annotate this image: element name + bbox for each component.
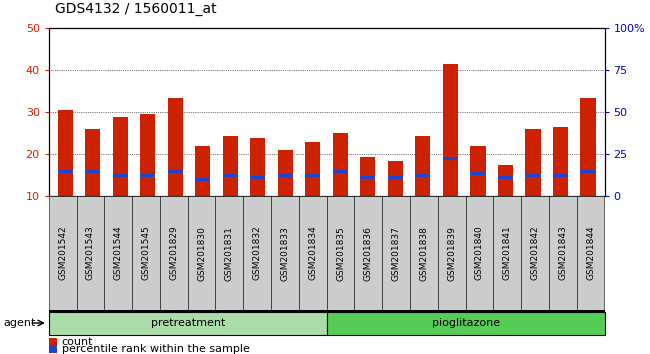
Bar xyxy=(168,98,183,196)
Text: GSM201842: GSM201842 xyxy=(530,226,540,280)
Bar xyxy=(388,176,403,179)
Text: GSM201832: GSM201832 xyxy=(253,226,262,280)
Text: GSM201841: GSM201841 xyxy=(502,226,512,280)
Text: percentile rank within the sample: percentile rank within the sample xyxy=(62,344,250,354)
Text: GSM201833: GSM201833 xyxy=(280,225,289,281)
Bar xyxy=(85,170,100,173)
Bar xyxy=(333,170,348,173)
Text: GSM201837: GSM201837 xyxy=(391,225,400,281)
Bar xyxy=(195,178,211,181)
Bar xyxy=(250,176,265,179)
Bar xyxy=(580,98,595,196)
Bar xyxy=(498,165,513,196)
Bar xyxy=(140,114,155,196)
Bar xyxy=(85,129,100,196)
Text: GSM201838: GSM201838 xyxy=(419,225,428,281)
Bar xyxy=(140,174,155,177)
Bar xyxy=(525,174,541,177)
Bar xyxy=(278,150,293,196)
Bar xyxy=(250,138,265,196)
Text: GSM201543: GSM201543 xyxy=(86,226,95,280)
Bar xyxy=(306,174,320,177)
Bar xyxy=(471,172,486,175)
Text: GSM201542: GSM201542 xyxy=(58,226,67,280)
Text: GSM201843: GSM201843 xyxy=(558,226,567,280)
Bar xyxy=(553,127,568,196)
Bar xyxy=(333,133,348,196)
Bar xyxy=(112,174,128,177)
Bar xyxy=(360,156,376,196)
Bar xyxy=(553,174,568,177)
Bar xyxy=(525,129,541,196)
Bar xyxy=(195,146,211,196)
Bar xyxy=(223,136,238,196)
Bar xyxy=(443,157,458,160)
Bar xyxy=(58,170,73,173)
Text: GSM201545: GSM201545 xyxy=(142,226,151,280)
Bar xyxy=(388,161,403,196)
Text: GSM201844: GSM201844 xyxy=(586,226,595,280)
Text: GSM201830: GSM201830 xyxy=(197,225,206,281)
Text: GSM201834: GSM201834 xyxy=(308,226,317,280)
Text: GSM201831: GSM201831 xyxy=(225,225,234,281)
Text: GSM201836: GSM201836 xyxy=(364,225,373,281)
Text: GDS4132 / 1560011_at: GDS4132 / 1560011_at xyxy=(55,2,217,16)
Text: GSM201829: GSM201829 xyxy=(169,226,178,280)
Text: GSM201840: GSM201840 xyxy=(475,226,484,280)
Text: GSM201544: GSM201544 xyxy=(114,226,123,280)
Bar xyxy=(415,136,430,196)
Bar xyxy=(58,110,73,196)
Bar xyxy=(223,174,238,177)
Text: GSM201835: GSM201835 xyxy=(336,225,345,281)
Text: count: count xyxy=(62,337,93,347)
Bar xyxy=(306,142,320,196)
Bar xyxy=(112,116,128,196)
Bar xyxy=(580,170,595,173)
Bar xyxy=(415,174,430,177)
Text: GSM201839: GSM201839 xyxy=(447,225,456,281)
Bar xyxy=(360,176,376,179)
Text: agent: agent xyxy=(3,318,36,328)
Bar xyxy=(443,64,458,196)
Bar xyxy=(278,174,293,177)
Text: pioglitazone: pioglitazone xyxy=(432,318,500,328)
Bar xyxy=(168,170,183,173)
Bar xyxy=(498,176,513,179)
Text: pretreatment: pretreatment xyxy=(151,318,225,328)
Bar xyxy=(471,146,486,196)
